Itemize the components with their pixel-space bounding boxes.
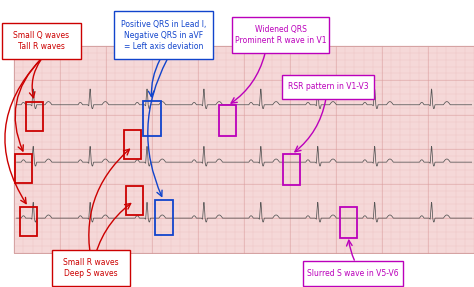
FancyBboxPatch shape bbox=[2, 23, 81, 59]
Text: Small R waves
Deep S waves: Small R waves Deep S waves bbox=[64, 257, 119, 278]
Bar bbox=[14, 46, 474, 253]
FancyBboxPatch shape bbox=[303, 261, 403, 286]
Text: Small Q waves
Tall R waves: Small Q waves Tall R waves bbox=[13, 31, 70, 51]
FancyBboxPatch shape bbox=[52, 250, 130, 286]
Text: RSR pattern in V1-V3: RSR pattern in V1-V3 bbox=[288, 82, 369, 91]
Text: Positive QRS in Lead I,
Negative QRS in aVF
= Left axis deviation: Positive QRS in Lead I, Negative QRS in … bbox=[121, 20, 206, 51]
Text: Slurred S wave in V5-V6: Slurred S wave in V5-V6 bbox=[307, 269, 399, 278]
FancyBboxPatch shape bbox=[232, 17, 329, 53]
FancyBboxPatch shape bbox=[282, 75, 374, 99]
Text: Widened QRS
Prominent R wave in V1: Widened QRS Prominent R wave in V1 bbox=[235, 25, 327, 45]
FancyBboxPatch shape bbox=[114, 11, 213, 59]
